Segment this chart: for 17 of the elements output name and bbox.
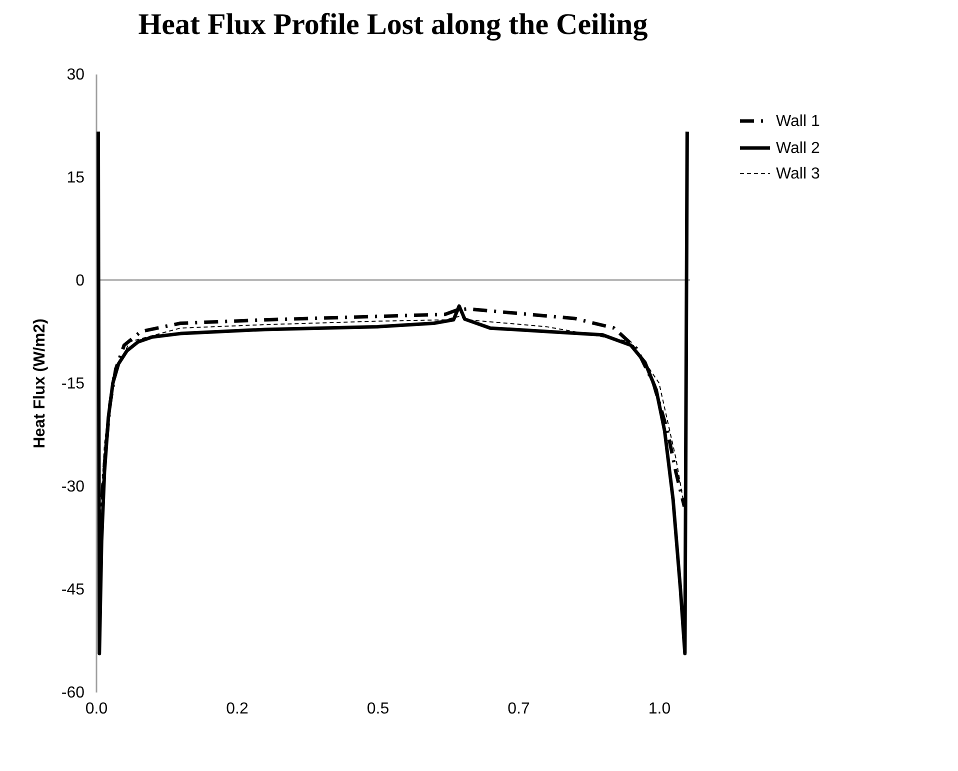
x-tick-label: 0.0 [85,700,108,718]
y-tick-label: -30 [61,478,85,496]
chart-title: Heat Flux Profile Lost along the Ceiling [138,8,648,41]
y-tick-label: -45 [61,582,85,598]
y-tick-label: 15 [66,170,85,186]
x-tick-label: 0.2 [226,700,248,718]
x-tick-label: 0.5 [366,700,390,718]
y-axis-title: Heat Flux (W/m2) [31,318,48,448]
y-tick-label: 0 [76,272,85,290]
legend-label: Wall 3 [776,166,820,182]
y-tick-label: -15 [61,376,85,392]
legend-label: Wall 1 [776,113,820,130]
y-tick-label: 30 [66,66,85,84]
x-tick-label: 0.7 [508,700,530,718]
x-tick-label: 1.0 [648,700,671,718]
y-tick-label: -60 [61,684,85,702]
legend-label: Wall 2 [776,140,820,157]
